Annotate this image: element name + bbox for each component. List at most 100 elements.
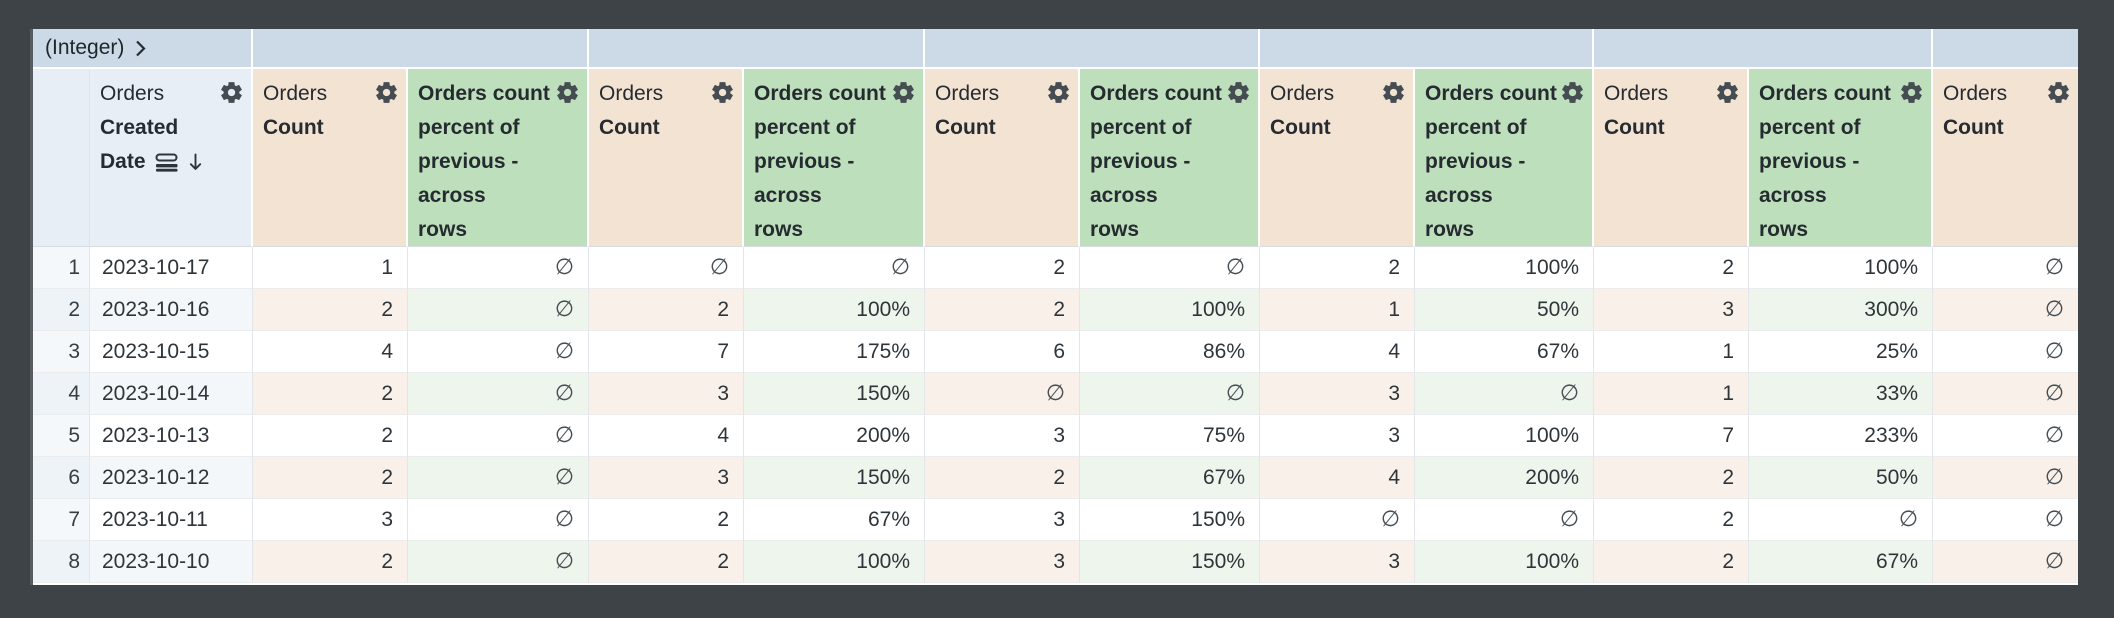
count-value-cell[interactable]: 2 — [253, 289, 408, 331]
gear-icon[interactable] — [710, 80, 735, 105]
date-cell[interactable]: 2023-10-17 — [90, 247, 253, 289]
percent-value-cell[interactable]: 100% — [1749, 247, 1933, 289]
count-value-cell[interactable]: 3 — [925, 415, 1080, 457]
count-value-cell[interactable]: 4 — [253, 331, 408, 373]
column-header-orders-count-percent-of-previous[interactable]: Orders count percent of previous - across ro… — [408, 69, 589, 247]
percent-value-cell[interactable]: 100% — [1415, 541, 1594, 583]
percent-value-cell[interactable]: 33% — [1749, 373, 1933, 415]
column-header-orders-count[interactable]: Orders Count — [589, 69, 744, 247]
count-value-cell[interactable]: 1 — [1594, 373, 1749, 415]
count-value-cell[interactable]: ∅ — [1260, 499, 1415, 541]
percent-value-cell[interactable]: ∅ — [408, 289, 589, 331]
gear-icon[interactable] — [1046, 80, 1071, 105]
count-value-cell[interactable]: 4 — [1260, 331, 1415, 373]
count-value-cell[interactable]: 2 — [1594, 499, 1749, 541]
percent-value-cell[interactable]: ∅ — [408, 331, 589, 373]
column-header-orders-count-percent-of-previous[interactable]: Orders count percent of previous - across ro… — [1415, 69, 1594, 247]
percent-value-cell[interactable]: 67% — [1080, 457, 1260, 499]
gear-icon[interactable] — [1560, 80, 1585, 105]
column-header-orders-count-percent-of-previous[interactable]: Orders count percent of previous - across ro… — [1080, 69, 1260, 247]
percent-value-cell[interactable]: 150% — [1080, 541, 1260, 583]
count-value-cell[interactable]: ∅ — [589, 247, 744, 289]
count-value-cell[interactable]: ∅ — [1933, 373, 2078, 415]
percent-value-cell[interactable]: 150% — [744, 373, 925, 415]
gear-icon[interactable] — [1899, 80, 1924, 105]
count-value-cell[interactable]: 3 — [589, 373, 744, 415]
count-value-cell[interactable]: 2 — [925, 247, 1080, 289]
percent-value-cell[interactable]: ∅ — [1415, 373, 1594, 415]
count-value-cell[interactable]: 2 — [589, 499, 744, 541]
percent-value-cell[interactable]: ∅ — [408, 499, 589, 541]
count-value-cell[interactable]: 4 — [589, 415, 744, 457]
count-value-cell[interactable]: ∅ — [925, 373, 1080, 415]
gear-icon[interactable] — [891, 80, 916, 105]
percent-value-cell[interactable]: 150% — [1080, 499, 1260, 541]
column-header-orders-count-percent-of-previous[interactable]: Orders count percent of previous - across ro… — [744, 69, 925, 247]
count-value-cell[interactable]: 2 — [589, 289, 744, 331]
percent-value-cell[interactable]: ∅ — [408, 415, 589, 457]
pivot-field-header[interactable]: (Integer) — [33, 29, 253, 69]
count-value-cell[interactable]: 2 — [253, 415, 408, 457]
percent-value-cell[interactable]: ∅ — [408, 457, 589, 499]
count-value-cell[interactable]: 1 — [253, 247, 408, 289]
count-value-cell[interactable]: ∅ — [1933, 247, 2078, 289]
count-value-cell[interactable]: ∅ — [1933, 541, 2078, 583]
date-cell[interactable]: 2023-10-15 — [90, 331, 253, 373]
column-header-orders-count[interactable]: Orders Count — [925, 69, 1080, 247]
count-value-cell[interactable]: 3 — [1260, 541, 1415, 583]
count-value-cell[interactable]: 2 — [253, 373, 408, 415]
count-value-cell[interactable]: 4 — [1260, 457, 1415, 499]
date-cell[interactable]: 2023-10-16 — [90, 289, 253, 331]
count-value-cell[interactable]: 3 — [589, 457, 744, 499]
count-value-cell[interactable]: 2 — [925, 457, 1080, 499]
percent-value-cell[interactable]: ∅ — [744, 247, 925, 289]
count-value-cell[interactable]: ∅ — [1933, 457, 2078, 499]
count-value-cell[interactable]: 6 — [925, 331, 1080, 373]
count-value-cell[interactable]: 2 — [253, 457, 408, 499]
count-value-cell[interactable]: ∅ — [1933, 499, 2078, 541]
gear-icon[interactable] — [374, 80, 399, 105]
count-value-cell[interactable]: ∅ — [1933, 289, 2078, 331]
count-value-cell[interactable]: 2 — [925, 289, 1080, 331]
percent-value-cell[interactable]: 150% — [744, 457, 925, 499]
percent-value-cell[interactable]: ∅ — [408, 541, 589, 583]
column-header-orders-count[interactable]: Orders Count — [1260, 69, 1415, 247]
count-value-cell[interactable]: 7 — [1594, 415, 1749, 457]
percent-value-cell[interactable]: ∅ — [408, 247, 589, 289]
percent-value-cell[interactable]: 200% — [1415, 457, 1594, 499]
count-value-cell[interactable]: 3 — [253, 499, 408, 541]
gear-icon[interactable] — [555, 80, 580, 105]
percent-value-cell[interactable]: 67% — [744, 499, 925, 541]
count-value-cell[interactable]: 2 — [1594, 457, 1749, 499]
count-value-cell[interactable]: 2 — [589, 541, 744, 583]
percent-value-cell[interactable]: 100% — [1080, 289, 1260, 331]
percent-value-cell[interactable]: 50% — [1749, 457, 1933, 499]
count-value-cell[interactable]: ∅ — [1933, 415, 2078, 457]
percent-value-cell[interactable]: 233% — [1749, 415, 1933, 457]
percent-value-cell[interactable]: 100% — [1415, 415, 1594, 457]
gear-icon[interactable] — [2046, 80, 2071, 105]
count-value-cell[interactable]: 7 — [589, 331, 744, 373]
count-value-cell[interactable]: 2 — [1260, 247, 1415, 289]
percent-value-cell[interactable]: 200% — [744, 415, 925, 457]
percent-value-cell[interactable]: 300% — [1749, 289, 1933, 331]
percent-value-cell[interactable]: 67% — [1415, 331, 1594, 373]
percent-value-cell[interactable]: 100% — [744, 541, 925, 583]
column-header-orders-count[interactable]: Orders Count — [253, 69, 408, 247]
percent-value-cell[interactable]: 100% — [1415, 247, 1594, 289]
count-value-cell[interactable]: 3 — [925, 541, 1080, 583]
percent-value-cell[interactable]: 50% — [1415, 289, 1594, 331]
percent-value-cell[interactable]: ∅ — [408, 373, 589, 415]
date-cell[interactable]: 2023-10-14 — [90, 373, 253, 415]
percent-value-cell[interactable]: 86% — [1080, 331, 1260, 373]
date-cell[interactable]: 2023-10-12 — [90, 457, 253, 499]
count-value-cell[interactable]: 1 — [1260, 289, 1415, 331]
percent-value-cell[interactable]: 100% — [744, 289, 925, 331]
count-value-cell[interactable]: ∅ — [1933, 331, 2078, 373]
column-header-orders-count[interactable]: Orders Count — [1594, 69, 1749, 247]
count-value-cell[interactable]: 3 — [1594, 289, 1749, 331]
date-cell[interactable]: 2023-10-11 — [90, 499, 253, 541]
count-value-cell[interactable]: 2 — [1594, 541, 1749, 583]
percent-value-cell[interactable]: ∅ — [1080, 247, 1260, 289]
gear-icon[interactable] — [1715, 80, 1740, 105]
